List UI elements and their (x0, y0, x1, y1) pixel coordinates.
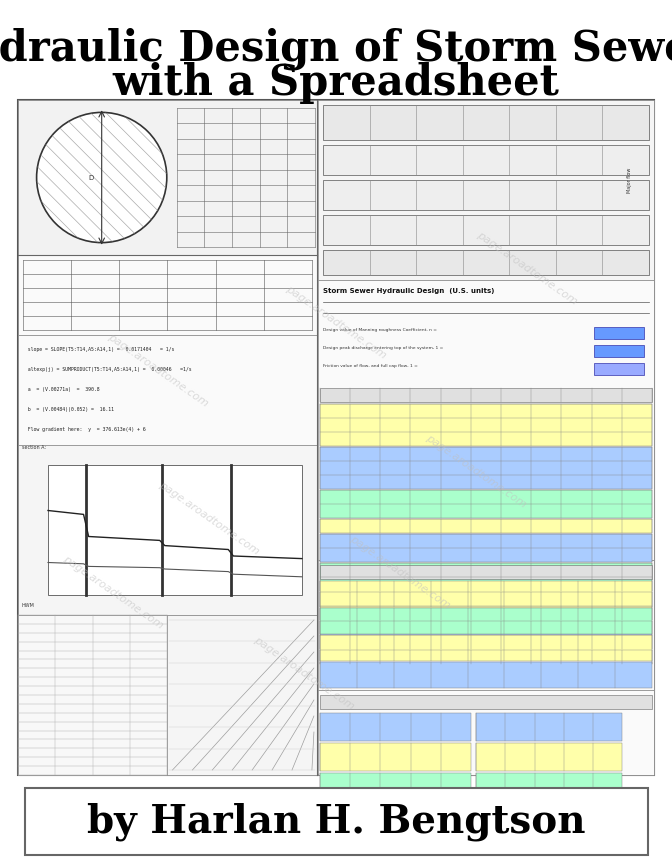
Text: by Harlan H. Bengtson: by Harlan H. Bengtson (87, 802, 585, 841)
Text: Storm Sewer Hydraulic Design  (U.S. units): Storm Sewer Hydraulic Design (U.S. units… (323, 288, 495, 294)
Bar (318, 100, 654, 280)
Text: page.aroadtome.com: page.aroadtome.com (284, 284, 388, 362)
Text: with a Spreadsheet: with a Spreadsheet (113, 62, 559, 104)
Bar (318, 690, 654, 775)
Bar (320, 743, 471, 771)
Text: Friction value of flow, and full cap flow, 1 =: Friction value of flow, and full cap flo… (323, 364, 419, 368)
Bar (323, 250, 649, 275)
Text: Flow gradient here:  y  = 376.613e(4) + 6: Flow gradient here: y = 376.613e(4) + 6 (22, 427, 146, 432)
Bar (18, 255, 317, 335)
Bar (25, 788, 648, 855)
Text: altexp(j) = SUMPRODUCT(T5:T14,A5:A14,1) =  0.00046   =1/s: altexp(j) = SUMPRODUCT(T5:T14,A5:A14,1) … (22, 367, 192, 372)
Bar (320, 563, 652, 591)
Bar (476, 803, 622, 817)
Text: D: D (89, 174, 93, 180)
Bar (323, 145, 649, 175)
Bar (320, 565, 652, 579)
Text: page.aroadtome.com: page.aroadtome.com (61, 554, 165, 631)
Bar (476, 713, 622, 741)
Bar (18, 335, 317, 445)
Bar (320, 534, 652, 562)
Text: Design peak discharge entering top of the system, 1 =: Design peak discharge entering top of th… (323, 346, 445, 350)
Bar (18, 615, 167, 775)
Text: page.aroadtome.com: page.aroadtome.com (157, 480, 261, 557)
Bar (18, 615, 317, 775)
Text: slope = SLOPE(T5:T14,A5:A14,1) =  0.0171404   = 1/s: slope = SLOPE(T5:T14,A5:A14,1) = 0.01714… (22, 347, 174, 352)
Text: a  = (V.00271a)  =  390.8: a = (V.00271a) = 390.8 (22, 387, 99, 392)
Text: Design value of Manning roughness Coefficient, n =: Design value of Manning roughness Coeffi… (323, 328, 438, 332)
Bar (167, 615, 317, 775)
Bar (320, 490, 652, 518)
Bar (323, 105, 649, 140)
Bar (320, 803, 471, 817)
Bar (320, 695, 652, 709)
Bar (323, 215, 649, 245)
Bar (320, 621, 652, 649)
Bar (320, 581, 652, 607)
Bar (594, 363, 644, 375)
Bar (320, 650, 652, 664)
Bar (18, 100, 317, 255)
Text: page.aroadtome.com: page.aroadtome.com (424, 433, 528, 510)
Text: HWM: HWM (22, 603, 35, 608)
Bar (320, 635, 652, 661)
Bar (318, 280, 654, 560)
Bar (320, 388, 652, 402)
Circle shape (36, 113, 167, 243)
Bar (476, 743, 622, 771)
Text: page.aroadtome.com: page.aroadtome.com (252, 636, 356, 712)
Bar (320, 713, 471, 741)
Bar (320, 404, 652, 446)
Bar (18, 445, 317, 615)
Text: Hydraulic Design of Storm Sewers: Hydraulic Design of Storm Sewers (0, 28, 672, 70)
Bar (594, 327, 644, 339)
Bar (48, 465, 302, 595)
Bar (476, 773, 622, 801)
Text: b  = (V.00484)(0.052) =  16.11: b = (V.00484)(0.052) = 16.11 (22, 407, 114, 412)
Bar (318, 560, 654, 690)
Bar (320, 592, 652, 620)
Bar (320, 608, 652, 634)
Bar (320, 447, 652, 489)
Text: page.aroadtome.com: page.aroadtome.com (106, 331, 210, 408)
Bar (323, 180, 649, 210)
Text: page.aroadtome.com: page.aroadtome.com (475, 231, 579, 307)
Bar (320, 773, 471, 801)
Bar (594, 345, 644, 357)
Text: Major flow: Major flow (626, 167, 632, 192)
Text: section A:: section A: (22, 445, 46, 450)
Bar (18, 100, 654, 775)
Bar (320, 519, 652, 533)
Bar (320, 662, 652, 688)
Text: page.aroadtome.com: page.aroadtome.com (347, 534, 452, 611)
